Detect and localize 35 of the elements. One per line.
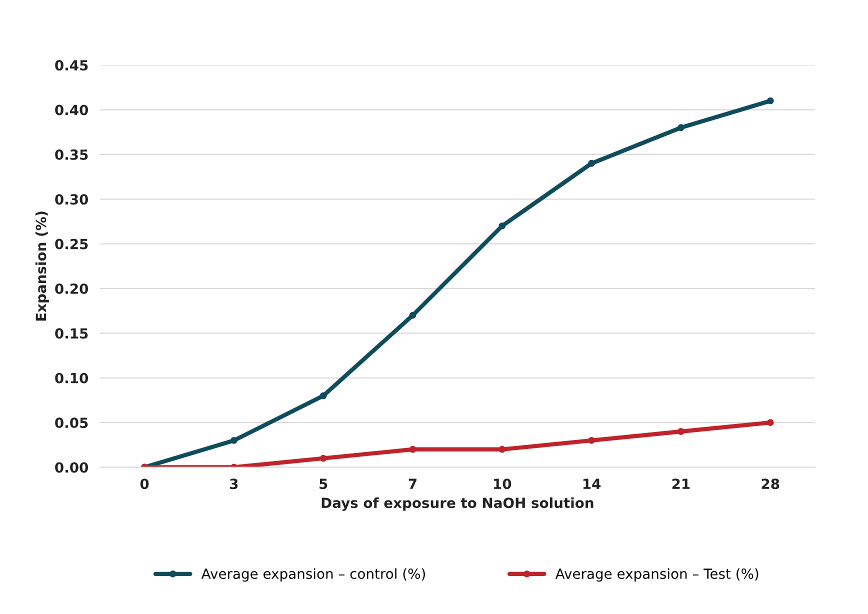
legend-label: Average expansion – control (%) xyxy=(201,568,425,582)
x-tick-label: 0 xyxy=(140,478,149,490)
point xyxy=(766,419,774,426)
point xyxy=(766,97,774,104)
y-tick-label: 0.30 xyxy=(55,194,88,205)
y-axis-title: Expansion (%) xyxy=(35,212,49,321)
y-tick-label: 0.05 xyxy=(55,418,88,428)
point xyxy=(677,124,684,132)
x-axis-title: Days of exposure to NaOH solution xyxy=(322,497,594,511)
point xyxy=(409,446,416,453)
x-tick-label: 10 xyxy=(494,478,512,490)
y-tick-label: 0.35 xyxy=(55,149,88,160)
x-tick-label: 28 xyxy=(762,478,780,490)
point xyxy=(588,436,596,444)
legend-label: Average expansion – Test (%) xyxy=(555,568,758,582)
y-tick-label: 0.10 xyxy=(55,372,88,384)
point xyxy=(498,446,506,453)
y-tick-label: 0.40 xyxy=(55,104,88,116)
x-tick-label: 21 xyxy=(672,478,690,489)
y-tick-label: 0.45 xyxy=(55,60,88,71)
y-tick-label: 0.15 xyxy=(55,328,88,339)
point xyxy=(677,428,684,435)
x-tick-label: 14 xyxy=(583,478,601,489)
y-tick-label: 0.25 xyxy=(55,238,88,250)
point xyxy=(498,222,506,230)
x-tick-label: 7 xyxy=(408,478,416,489)
point xyxy=(409,312,416,319)
point xyxy=(230,436,238,444)
x-tick-label: 5 xyxy=(320,478,328,490)
y-tick-label: 0.00 xyxy=(55,462,88,473)
x-tick-label: 3 xyxy=(230,478,238,490)
point xyxy=(320,454,327,462)
y-tick-label: 0.20 xyxy=(55,283,88,294)
point xyxy=(320,392,327,400)
point xyxy=(588,160,596,167)
